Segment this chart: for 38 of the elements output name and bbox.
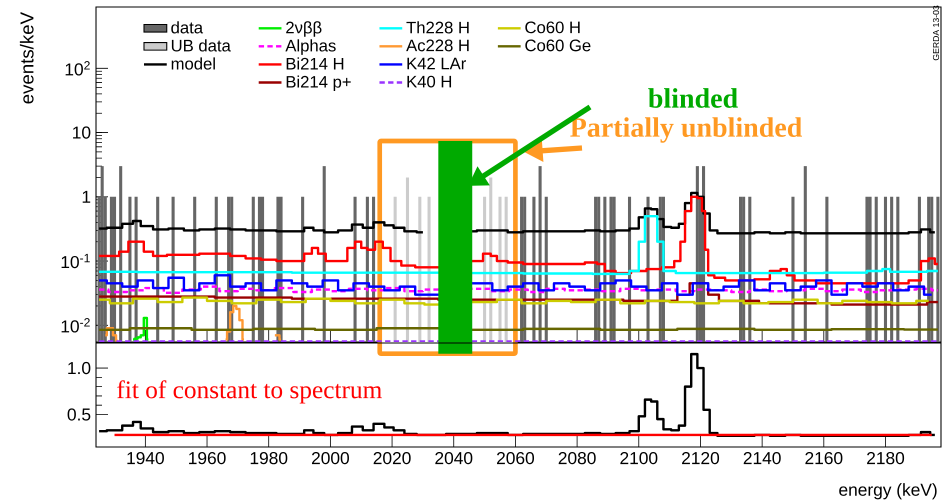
legend-label: Ac228 H <box>406 40 469 52</box>
legend-label: Bi214 H <box>286 57 344 70</box>
y-tick-label: 10 <box>73 126 90 139</box>
band-label: Partially unblinded <box>570 117 802 143</box>
y-tick-label: 1.0 <box>68 362 90 374</box>
legend-label: data <box>171 21 204 34</box>
x-tick-label: 2020 <box>374 452 411 464</box>
x-tick-label: 2180 <box>867 452 904 464</box>
band-label: blinded <box>648 88 738 108</box>
legend-label: Bi214 p+ <box>286 75 351 91</box>
x-tick-label: 2140 <box>744 452 781 464</box>
y-tick-label: 10$^{2}$ <box>66 61 90 76</box>
y-tick-label: 1 <box>82 190 90 203</box>
legend-label: K42 LAr <box>407 58 466 70</box>
legend-label: UB data <box>172 39 231 52</box>
y-tick-label: 10$^{-1}$ <box>62 254 90 268</box>
y-axis-title: events/keV <box>20 12 34 104</box>
x-tick-label: 2100 <box>620 452 658 464</box>
x-tick-label: 2120 <box>682 452 720 464</box>
legend-label: Co60 H <box>525 21 580 34</box>
x-tick-label: 2160 <box>805 452 842 464</box>
x-tick-label: 1940 <box>127 452 164 464</box>
legend-label: 2νββ <box>286 21 322 37</box>
x-tick-label: 1960 <box>189 452 226 464</box>
x-tick-label: 2060 <box>497 452 534 464</box>
legend-label: Alphas <box>285 39 336 55</box>
y-tick-label: 10$^{-2}$ <box>62 318 90 333</box>
legend-label: Co60 Ge <box>525 40 590 52</box>
legend-label: K40 H <box>407 76 452 88</box>
x-tick-label: 1980 <box>250 452 288 464</box>
series-label: fit of constant to spectrum <box>117 380 382 404</box>
x-axis-title: energy (keV) <box>839 483 937 500</box>
x-tick-label: 2040 <box>435 452 472 464</box>
legend-label: model <box>172 57 215 70</box>
x-tick-label: 2000 <box>312 452 349 464</box>
x-tick-label: 2080 <box>558 452 596 464</box>
y-tick-label: 0.5 <box>68 408 90 421</box>
legend-label: Th228 H <box>406 21 469 34</box>
